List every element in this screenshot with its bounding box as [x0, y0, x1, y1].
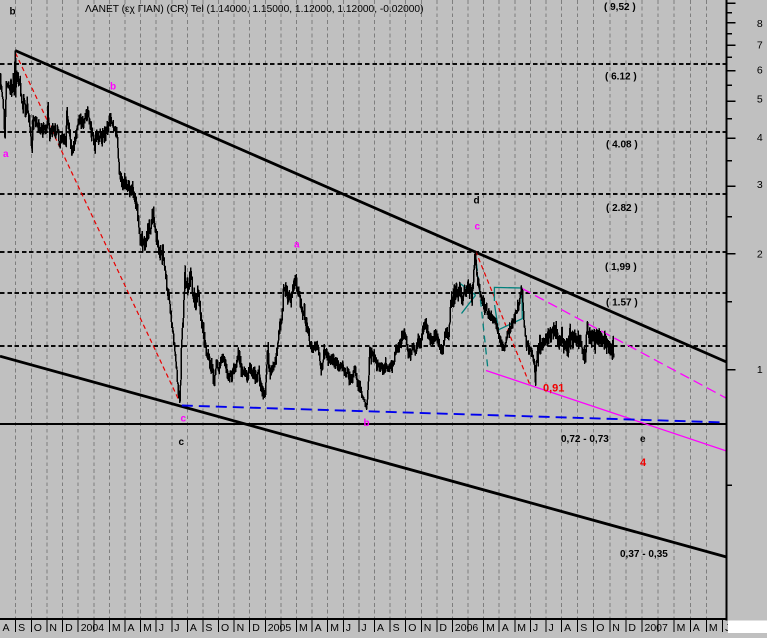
svg-text:ΛANET (εχ ΓΙΑΝ) (CR) Tel (1.14: ΛANET (εχ ΓΙΑΝ) (CR) Tel (1.14000, 1.150…	[85, 4, 424, 15]
svg-text:M: M	[709, 622, 718, 633]
svg-text:A: A	[693, 622, 700, 633]
svg-text:J: J	[725, 622, 730, 633]
svg-text:J: J	[159, 622, 164, 633]
svg-text:D: D	[439, 622, 447, 633]
svg-text:0,91: 0,91	[543, 383, 564, 395]
svg-text:2005: 2005	[268, 622, 292, 633]
svg-text:( 9,52 ): ( 9,52 )	[604, 2, 636, 13]
svg-text:0,37 - 0,35: 0,37 - 0,35	[620, 549, 668, 560]
svg-text:b: b	[10, 7, 16, 18]
svg-text:c: c	[475, 222, 481, 233]
svg-text:7: 7	[757, 40, 763, 52]
svg-text:D: D	[65, 622, 73, 633]
svg-text:A: A	[128, 622, 135, 633]
svg-text:J: J	[174, 622, 179, 633]
svg-text:( 1,99 ): ( 1,99 )	[605, 262, 637, 273]
svg-text:M: M	[486, 622, 495, 633]
svg-text:A: A	[190, 622, 197, 633]
svg-text:M: M	[330, 622, 339, 633]
svg-text:S: S	[580, 622, 587, 633]
svg-text:5: 5	[757, 94, 763, 106]
svg-text:b: b	[110, 82, 116, 93]
svg-text:N: N	[424, 622, 432, 633]
svg-text:6: 6	[757, 65, 763, 77]
svg-text:c: c	[181, 414, 187, 425]
svg-text:N: N	[49, 622, 57, 633]
svg-text:A: A	[3, 622, 10, 633]
svg-text:3: 3	[757, 179, 763, 191]
svg-text:D: D	[628, 622, 636, 633]
svg-text:A: A	[564, 622, 571, 633]
svg-text:( 2.82 ): ( 2.82 )	[606, 203, 638, 214]
svg-text:J: J	[533, 622, 538, 633]
svg-text:2: 2	[757, 248, 763, 260]
svg-text:2004: 2004	[81, 622, 105, 633]
svg-text:S: S	[393, 622, 400, 633]
svg-text:O: O	[221, 622, 229, 633]
svg-text:A: A	[502, 622, 509, 633]
svg-text:J: J	[549, 622, 554, 633]
svg-text:M: M	[112, 622, 121, 633]
svg-text:M: M	[677, 622, 686, 633]
svg-text:S: S	[205, 622, 212, 633]
svg-text:O: O	[596, 622, 604, 633]
svg-text:1: 1	[757, 364, 763, 376]
svg-text:( 6.12 ): ( 6.12 )	[605, 72, 637, 83]
svg-text:S: S	[18, 622, 25, 633]
svg-text:O: O	[34, 622, 42, 633]
svg-text:O: O	[408, 622, 416, 633]
svg-text:2007: 2007	[645, 622, 669, 633]
svg-text:J: J	[361, 622, 366, 633]
svg-text:( 4.08 ): ( 4.08 )	[606, 140, 638, 151]
svg-text:M: M	[143, 622, 152, 633]
svg-text:4: 4	[757, 132, 763, 144]
svg-text:d: d	[474, 196, 480, 207]
svg-text:a: a	[3, 149, 9, 160]
svg-text:J: J	[346, 622, 351, 633]
svg-text:A: A	[315, 622, 322, 633]
svg-text:( 1.57 ): ( 1.57 )	[606, 298, 638, 309]
svg-text:4: 4	[640, 457, 647, 469]
svg-text:M: M	[299, 622, 308, 633]
svg-text:A: A	[377, 622, 384, 633]
svg-text:M: M	[517, 622, 526, 633]
svg-text:a: a	[294, 240, 300, 251]
svg-text:b: b	[364, 418, 370, 429]
svg-text:8: 8	[757, 18, 763, 30]
svg-text:c: c	[179, 437, 185, 448]
svg-text:D: D	[252, 622, 260, 633]
svg-text:2006: 2006	[455, 622, 479, 633]
svg-text:N: N	[237, 622, 245, 633]
svg-text:N: N	[612, 622, 620, 633]
svg-text:0,72 - 0,73: 0,72 - 0,73	[561, 434, 609, 445]
svg-text:e: e	[640, 434, 646, 445]
